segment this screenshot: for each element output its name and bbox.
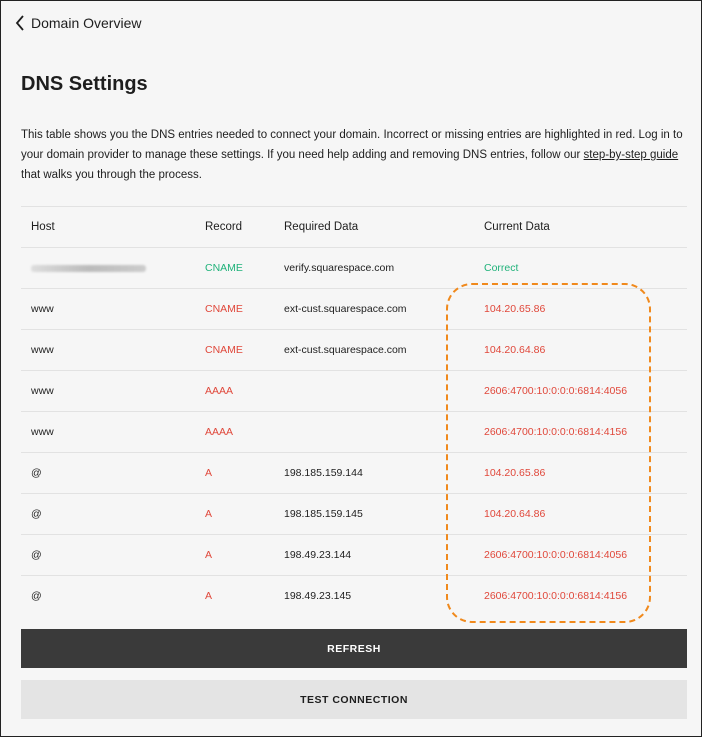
- cell-required-data: 198.185.159.145: [284, 493, 484, 535]
- table-row: CNAME verify.squarespace.com Correct: [21, 247, 687, 289]
- chevron-left-icon: [15, 15, 24, 31]
- cell-host: @: [21, 534, 205, 576]
- header-current-data: Current Data: [484, 206, 687, 248]
- header-record: Record: [205, 206, 284, 248]
- table-row: www CNAME ext-cust.squarespace.com 104.20.6…: [21, 329, 687, 371]
- step-by-step-guide-link[interactable]: step-by-step guide: [583, 149, 679, 161]
- cell-host: @: [21, 493, 205, 535]
- table-row: @ A 198.49.23.144 2606:4700:10:0:0:0:6814:4…: [21, 534, 687, 576]
- cell-record: AAAA: [205, 411, 284, 453]
- cell-record: CNAME: [205, 329, 284, 371]
- table-row: @ A 198.49.23.145 2606:4700:10:0:0:0:6814:4…: [21, 575, 687, 616]
- cell-required-data: [284, 370, 484, 412]
- cell-host: @: [21, 575, 205, 616]
- cell-required-data: 198.49.23.145: [284, 575, 484, 616]
- header-required-data: Required Data: [284, 206, 484, 248]
- cell-required-data: ext-cust.squarespace.com: [284, 288, 484, 330]
- cell-host: www: [21, 411, 205, 453]
- cell-current-data: 2606:4700:10:0:0:0:6814:4056: [484, 534, 687, 576]
- cell-record: A: [205, 452, 284, 494]
- cell-record: A: [205, 575, 284, 616]
- back-label: Domain Overview: [31, 15, 142, 31]
- blurred-host: [31, 264, 146, 272]
- refresh-button[interactable]: REFRESH: [21, 629, 687, 668]
- cell-host: @: [21, 452, 205, 494]
- cell-current-data: 2606:4700:10:0:0:0:6814:4156: [484, 411, 687, 453]
- cell-record: AAAA: [205, 370, 284, 412]
- cell-host: www: [21, 329, 205, 371]
- cell-current-data: 104.20.65.86: [484, 288, 687, 330]
- cell-host: [21, 247, 205, 289]
- cell-record: CNAME: [205, 288, 284, 330]
- table-row: @ A 198.185.159.144 104.20.65.86: [21, 452, 687, 494]
- cell-current-data: Correct: [484, 247, 687, 289]
- cell-current-data: 2606:4700:10:0:0:0:6814:4156: [484, 575, 687, 616]
- page-description: This table shows you the DNS entries nee…: [21, 129, 683, 181]
- cell-current-data: 104.20.64.86: [484, 329, 687, 371]
- cell-host: www: [21, 370, 205, 412]
- cell-required-data: ext-cust.squarespace.com: [284, 329, 484, 371]
- table-row: www AAAA 2606:4700:10:0:0:0:6814:4056: [21, 370, 687, 412]
- cell-required-data: verify.squarespace.com: [284, 247, 484, 289]
- cell-record: A: [205, 493, 284, 535]
- table-header-row: Host Record Required Data Current Data: [21, 206, 687, 248]
- back-link-domain-overview[interactable]: Domain Overview: [15, 15, 141, 31]
- test-connection-button[interactable]: TEST CONNECTION: [21, 680, 687, 719]
- table-row: @ A 198.185.159.145 104.20.64.86: [21, 493, 687, 535]
- cell-current-data: 104.20.64.86: [484, 493, 687, 535]
- page-title: DNS Settings: [21, 73, 148, 95]
- table-row: www CNAME ext-cust.squarespace.com 104.20.6…: [21, 288, 687, 330]
- cell-host: www: [21, 288, 205, 330]
- cell-required-data: 198.49.23.144: [284, 534, 484, 576]
- table-row: www AAAA 2606:4700:10:0:0:0:6814:4156: [21, 411, 687, 453]
- cell-current-data: 104.20.65.86: [484, 452, 687, 494]
- cell-required-data: [284, 411, 484, 453]
- cell-record: A: [205, 534, 284, 576]
- header-host: Host: [21, 206, 205, 248]
- cell-required-data: 198.185.159.144: [284, 452, 484, 494]
- dns-table: Host Record Required Data Current Data C…: [21, 206, 687, 616]
- cell-current-data: 2606:4700:10:0:0:0:6814:4056: [484, 370, 687, 412]
- cell-record: CNAME: [205, 247, 284, 289]
